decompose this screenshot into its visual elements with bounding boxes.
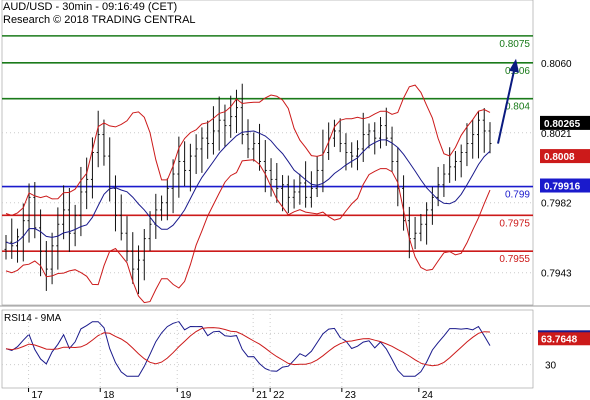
copyright-text: Research © 2018 TRADING CENTRAL [3, 14, 196, 26]
projection-arrow-line [497, 70, 515, 144]
price-badge [540, 115, 590, 130]
rsi-ma-line [5, 327, 491, 367]
x-tick-label: 22 [273, 390, 285, 400]
price-badge [540, 178, 590, 193]
level-label: 0.804 [505, 102, 530, 113]
rsi-badge [538, 332, 590, 346]
x-tick-label: 23 [345, 390, 357, 400]
price-badge-label: 0.79916 [544, 182, 581, 193]
bollinger-lower [5, 159, 491, 304]
level-label: 0.7955 [499, 254, 530, 265]
x-tick-label: 21 [256, 390, 268, 400]
y-tick-label: 0.8060 [541, 59, 572, 70]
x-tick-label: 24 [422, 390, 434, 400]
level-label: 0.8075 [499, 39, 530, 50]
rsi-title: RSI14 - 9MA [4, 313, 62, 324]
x-tick-label: 19 [180, 390, 192, 400]
x-tick-label: 17 [32, 390, 44, 400]
level-label: 0.7975 [499, 218, 530, 229]
bollinger-upper [5, 84, 491, 216]
level-label: 0.799 [505, 190, 530, 201]
price-panel-frame [1, 0, 534, 306]
moving-average [5, 130, 491, 245]
projection-arrowhead [509, 58, 519, 73]
y-tick-label: 0.7982 [541, 199, 572, 210]
y-tick-label: 0.8021 [541, 129, 572, 140]
chart-title: AUD/USD - 30min - 09:16:49 (CET) [3, 1, 178, 13]
rsi-line [5, 321, 491, 377]
price-badge [540, 149, 590, 164]
rsi-panel-frame [1, 309, 534, 389]
price-badge-label: 0.80265 [544, 119, 581, 130]
y-tick-label: 0.7943 [541, 269, 572, 280]
x-tick-label: 18 [103, 390, 115, 400]
rsi-tick-label: 30 [545, 361, 557, 372]
rsi-badge-label: 63.7648 [541, 334, 578, 345]
price-badge-label: 0.8008 [544, 152, 575, 163]
